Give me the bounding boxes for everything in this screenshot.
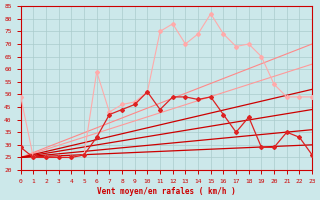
X-axis label: Vent moyen/en rafales ( km/h ): Vent moyen/en rafales ( km/h ) [97, 187, 236, 196]
